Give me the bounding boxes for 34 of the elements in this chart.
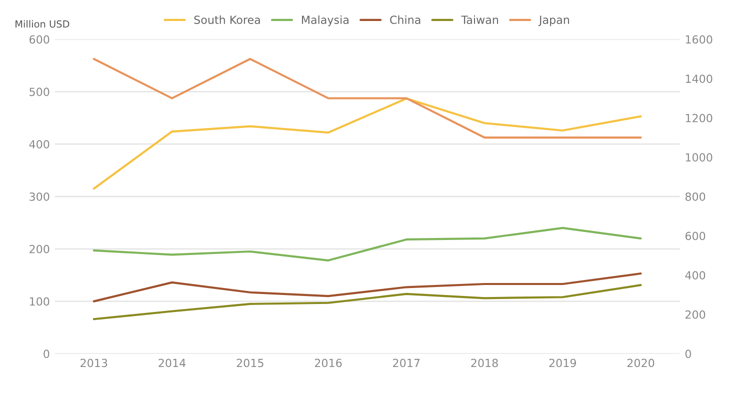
y2-tick-label: 200 [686, 310, 706, 319]
y2-tick-label: 400 [685, 271, 706, 280]
y-tick-label: 200 [30, 244, 50, 254]
y-tick-label: 0 [44, 350, 50, 358]
y-tick-label: 400 [29, 140, 50, 148]
legend-label: South Korea [194, 15, 260, 24]
y-tick-label: 100 [30, 297, 50, 306]
y-tick-label: 500 [30, 88, 50, 96]
legend-label: Japan [538, 16, 570, 26]
y-tick-label: 300 [30, 192, 50, 201]
y2-tick-label: 1600 [686, 35, 712, 44]
x-tick-label: 2018 [471, 358, 498, 368]
legend-label: Taiwan [461, 15, 498, 24]
y-tick-label: 600 [30, 35, 50, 44]
line-series [92, 272, 642, 302]
y2-tick-label: 1400 [686, 74, 712, 83]
y2-tick-label: 1000 [686, 153, 712, 162]
line-series [92, 97, 642, 190]
x-tick-label: 2016 [314, 358, 342, 368]
line-series [92, 226, 642, 262]
x-tick-label: 2013 [80, 358, 108, 368]
x-tick-label: 2019 [549, 358, 576, 368]
x-tick-label: 2017 [393, 358, 420, 368]
x-tick-label: 2020 [627, 358, 654, 368]
x-tick-label: 2014 [158, 358, 186, 368]
legend-label: Malaysia [302, 15, 348, 26]
line-series [92, 284, 642, 320]
y2-tick-label: 0 [685, 350, 692, 358]
y2-tick-label: 1200 [686, 114, 712, 122]
y2-tick-label: 600 [685, 232, 706, 240]
y2-tick-label: 800 [685, 192, 706, 201]
x-tick-label: 2015 [236, 358, 264, 368]
y-axis-title: Million USD [16, 20, 70, 28]
legend-label: China [390, 15, 420, 24]
